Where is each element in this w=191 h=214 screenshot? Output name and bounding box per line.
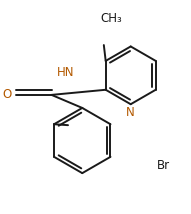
Text: N: N — [126, 106, 135, 119]
Text: O: O — [2, 88, 11, 101]
Text: HN: HN — [57, 66, 74, 79]
Text: Br: Br — [157, 159, 170, 172]
Text: CH₃: CH₃ — [100, 12, 122, 25]
